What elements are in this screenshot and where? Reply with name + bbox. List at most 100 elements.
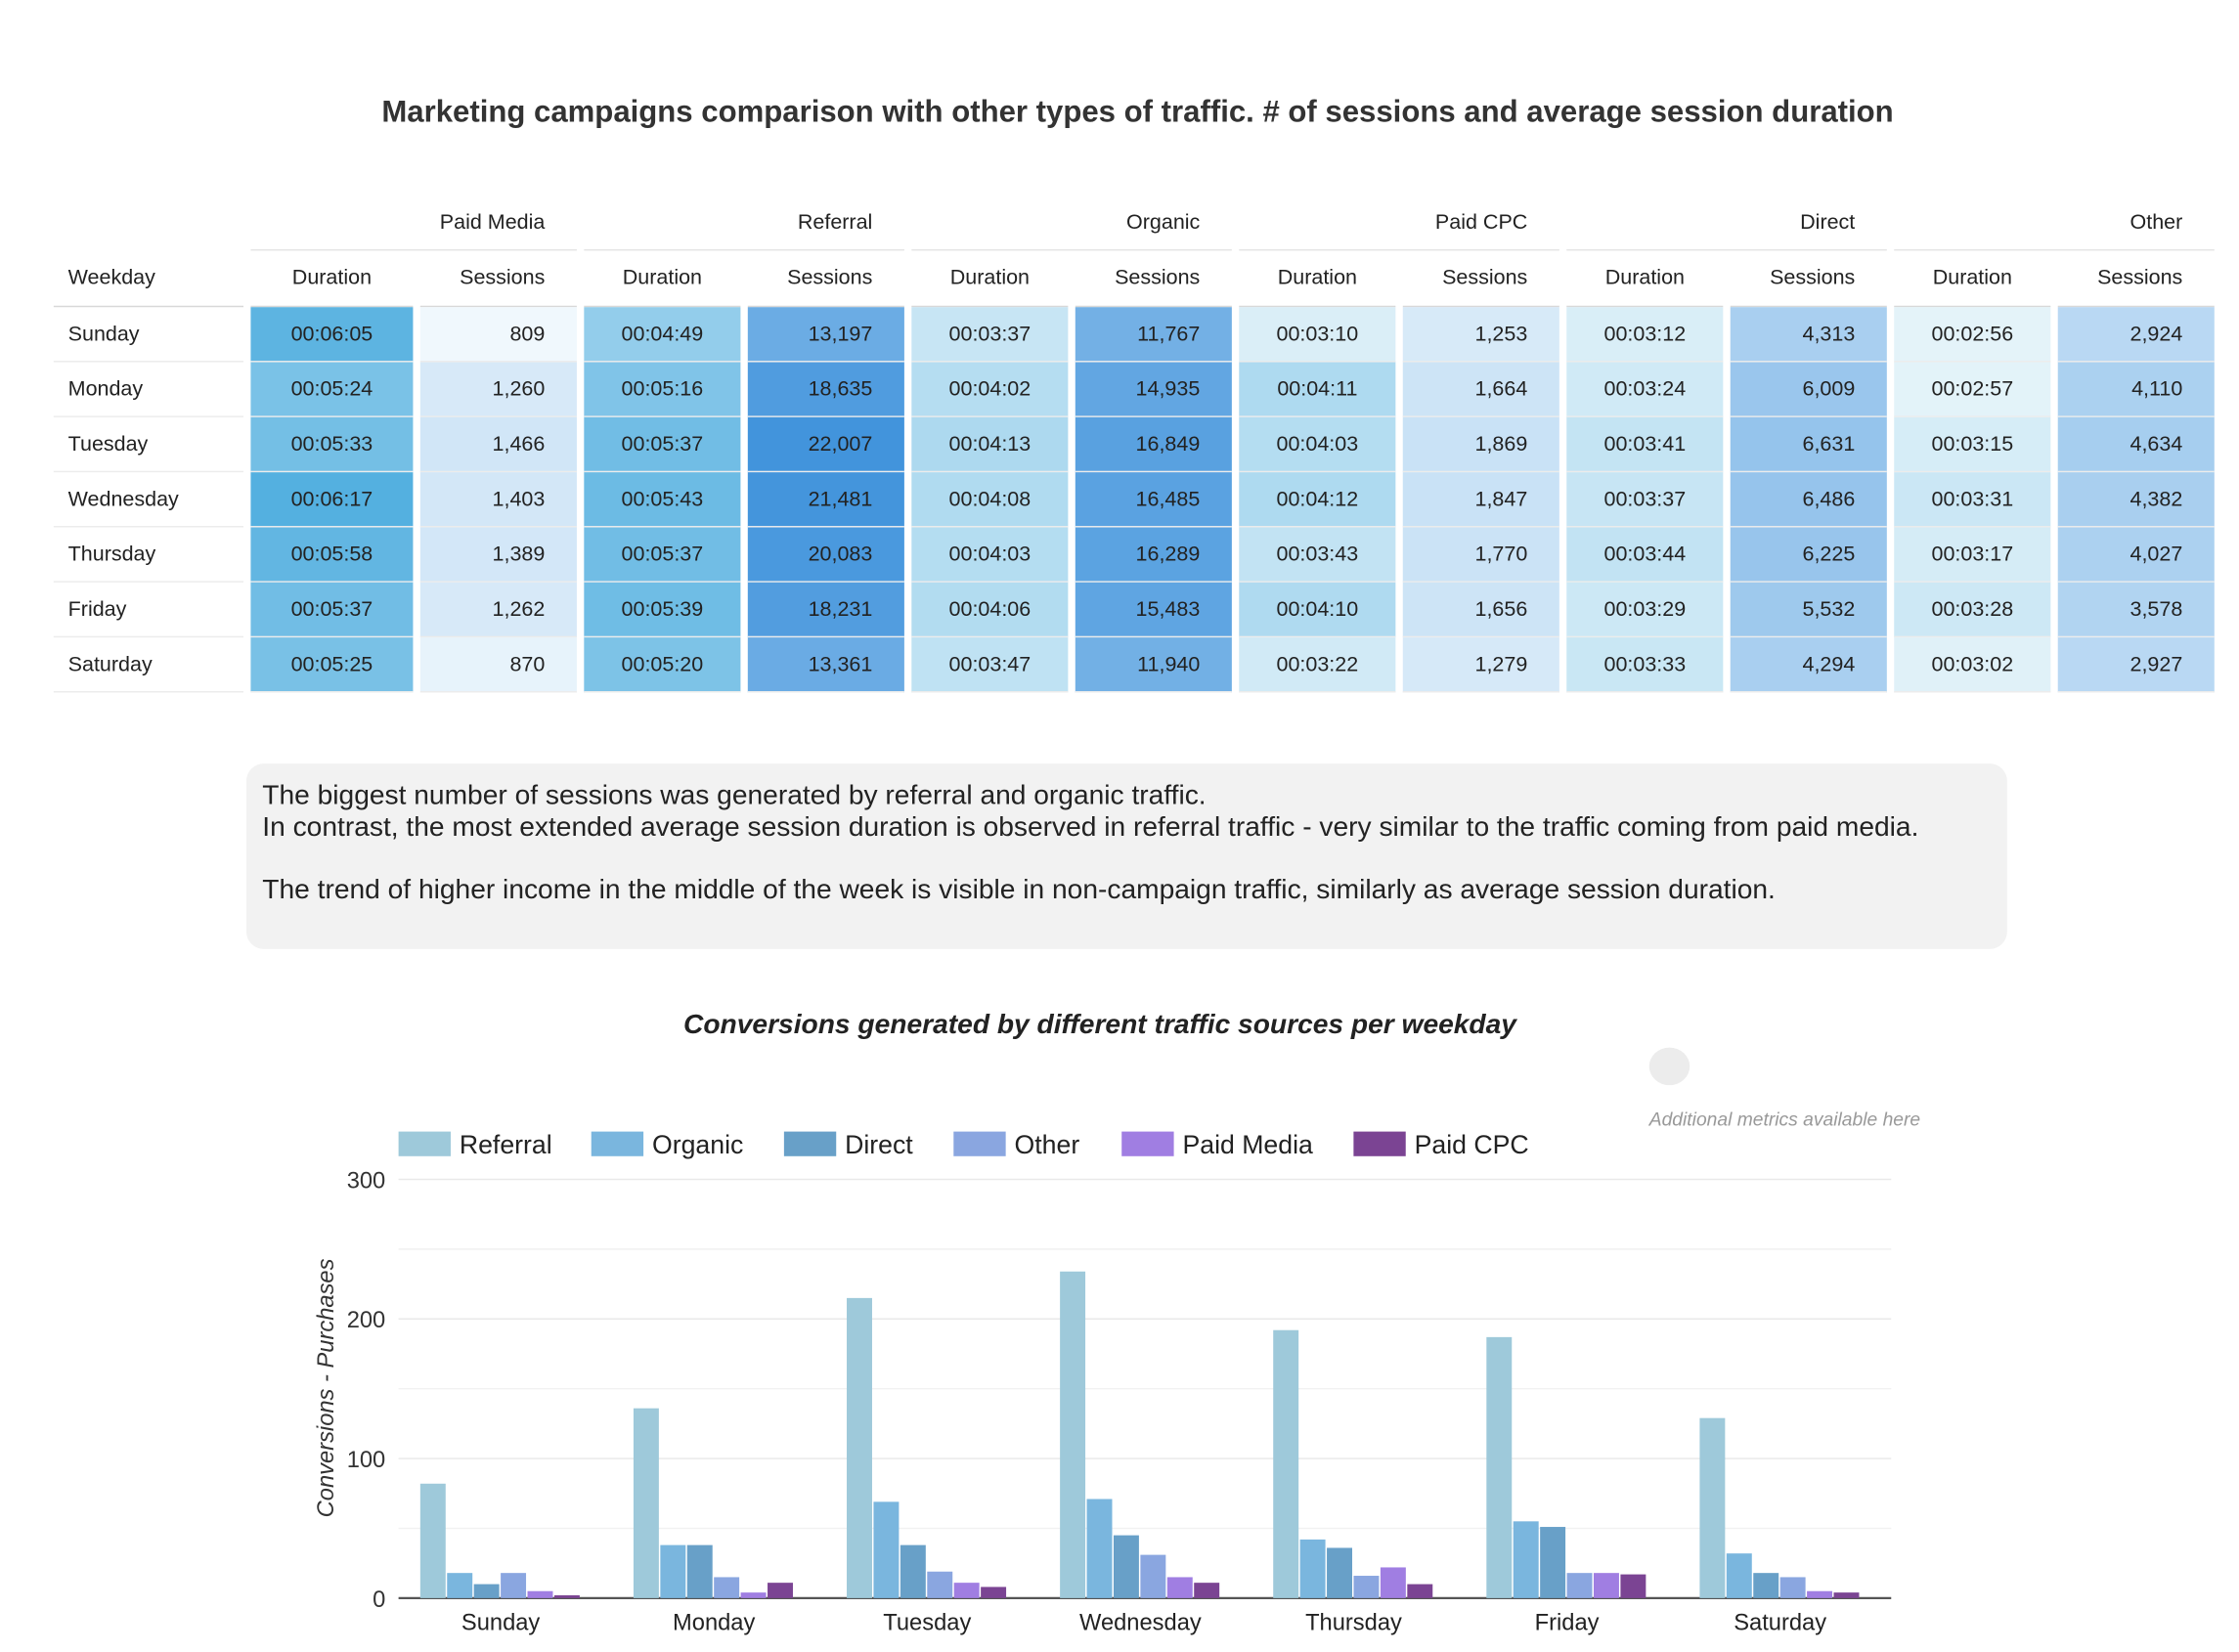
sessions-cell: 1,279 [1402, 637, 1559, 693]
duration-cell: 00:06:05 [250, 307, 414, 363]
bar-paid-media [1807, 1590, 1833, 1598]
legend-label: Organic [652, 1130, 743, 1159]
bar-direct [1753, 1573, 1779, 1598]
y-tick-label: 0 [373, 1587, 385, 1613]
duration-cell: 00:03:12 [1566, 307, 1724, 363]
sessions-cell: 18,231 [747, 582, 904, 638]
sessions-header[interactable]: Sessions [2057, 250, 2215, 308]
sessions-header[interactable]: Sessions [747, 250, 904, 308]
duration-cell: 00:02:56 [1894, 307, 2051, 363]
duration-cell: 00:04:13 [911, 416, 1069, 473]
x-tick-label: Monday [673, 1610, 755, 1635]
bar-paid-cpc [553, 1595, 580, 1598]
duration-cell: 00:04:06 [911, 582, 1069, 638]
duration-cell: 00:04:10 [1239, 582, 1396, 638]
sessions-header[interactable]: Sessions [1402, 250, 1559, 308]
duration-cell: 00:03:28 [1894, 582, 2051, 638]
sessions-cell: 18,635 [747, 362, 904, 417]
conversions-chart: 0 100 200 300 Conversions - Purchases Sunday M… [314, 1130, 1892, 1635]
bar-other [501, 1573, 527, 1598]
sessions-header[interactable]: Sessions [1730, 250, 1887, 308]
bar-direct [1327, 1547, 1352, 1598]
bar-paid-cpc [1407, 1584, 1433, 1598]
duration-cell: 00:03:22 [1239, 637, 1396, 693]
weekday-cell: Friday [53, 583, 244, 638]
duration-cell: 00:05:58 [250, 527, 414, 583]
sessions-header[interactable]: Sessions [1075, 250, 1232, 308]
table-row: Thursday 00:05:58 1,389 00:05:37 20,083 00:04… [53, 527, 2215, 583]
bar-direct [473, 1584, 500, 1598]
sessions-cell: 4,313 [1730, 307, 1887, 363]
duration-cell: 00:05:16 [584, 362, 741, 417]
column-header-row: Weekday Duration Sessions Duration Sessi… [53, 250, 2215, 308]
duration-cell: 00:05:20 [584, 637, 741, 693]
duration-cell: 00:03:24 [1566, 362, 1724, 417]
duration-header[interactable]: Duration [584, 250, 741, 308]
note-line: The trend of higher income in the middle… [262, 875, 1776, 906]
sessions-cell: 20,083 [747, 527, 904, 583]
x-tick-label: Friday [1535, 1610, 1600, 1635]
bar-paid-media [1166, 1577, 1193, 1598]
bar-organic [1726, 1553, 1752, 1598]
x-tick-label: Thursday [1305, 1610, 1402, 1635]
duration-cell: 00:03:43 [1239, 527, 1396, 583]
duration-cell: 00:03:41 [1566, 416, 1724, 473]
sessions-cell: 3,578 [2057, 582, 2215, 638]
note-line: The biggest number of sessions was gener… [262, 780, 1207, 812]
duration-cell: 00:03:33 [1566, 637, 1724, 693]
bar-referral [1273, 1329, 1299, 1598]
duration-cell: 00:04:03 [1239, 416, 1396, 473]
duration-header[interactable]: Duration [250, 250, 414, 308]
sessions-cell: 15,483 [1075, 582, 1232, 638]
sessions-cell: 16,485 [1075, 472, 1232, 528]
sessions-cell: 4,110 [2057, 362, 2215, 417]
sessions-cell: 1,847 [1402, 472, 1559, 528]
sessions-header[interactable]: Sessions [419, 250, 577, 308]
sessions-cell: 22,007 [747, 416, 904, 473]
bar-organic [873, 1501, 900, 1598]
group-header: Other [1894, 196, 2215, 251]
duration-header[interactable]: Duration [1566, 250, 1724, 308]
duration-cell: 00:05:37 [584, 416, 741, 473]
chart-title: Conversions generated by different traff… [683, 1010, 1516, 1041]
group-header-row: Paid Media Referral Organic Paid CPC Dir… [54, 196, 2215, 251]
sessions-cell: 1,664 [1402, 362, 1559, 417]
sessions-cell: 11,767 [1075, 307, 1232, 363]
legend-swatch [398, 1131, 451, 1156]
weekday-header[interactable]: Weekday [53, 250, 244, 308]
duration-header[interactable]: Duration [1894, 250, 2051, 308]
sessions-cell: 1,262 [419, 582, 577, 638]
bar-referral [633, 1408, 659, 1598]
table-row: Wednesday 00:06:17 1,403 00:05:43 21,481 00:0… [53, 472, 2215, 528]
sessions-cell: 5,532 [1730, 582, 1887, 638]
duration-cell: 00:04:03 [911, 527, 1069, 583]
duration-cell: 00:04:12 [1239, 472, 1396, 528]
legend-swatch [591, 1131, 644, 1156]
sessions-cell: 4,294 [1730, 637, 1887, 693]
legend-label: Other [1015, 1130, 1080, 1159]
sessions-cell: 13,361 [747, 637, 904, 693]
duration-header[interactable]: Duration [1239, 250, 1396, 308]
group-header: Organic [911, 196, 1232, 251]
sessions-cell: 6,009 [1730, 362, 1887, 417]
bar-referral [1060, 1271, 1086, 1598]
weekday-cell: Thursday [53, 528, 244, 583]
bar-referral [419, 1483, 446, 1598]
weekday-cell: Sunday [53, 307, 244, 363]
bar-paid-media [527, 1590, 553, 1598]
bar-other [1353, 1576, 1380, 1598]
sessions-cell: 21,481 [747, 472, 904, 528]
duration-header[interactable]: Duration [911, 250, 1069, 308]
duration-cell: 00:04:02 [911, 362, 1069, 417]
sessions-cell: 1,869 [1402, 416, 1559, 473]
duration-cell: 00:03:29 [1566, 582, 1724, 638]
legend-label: Referral [460, 1130, 552, 1159]
weekday-cell: Tuesday [53, 417, 244, 473]
legend-swatch [1353, 1131, 1406, 1156]
heatmap-table: Paid Media Referral Organic Paid CPC Dir… [46, 196, 2221, 693]
sessions-cell: 1,656 [1402, 582, 1559, 638]
duration-cell: 00:04:11 [1239, 362, 1396, 417]
table-row: Saturday 00:05:25 870 00:05:20 13,361 00:03:4… [53, 637, 2215, 693]
metrics-toggle[interactable] [1648, 1047, 1690, 1086]
bar-paid-media [1380, 1567, 1406, 1598]
